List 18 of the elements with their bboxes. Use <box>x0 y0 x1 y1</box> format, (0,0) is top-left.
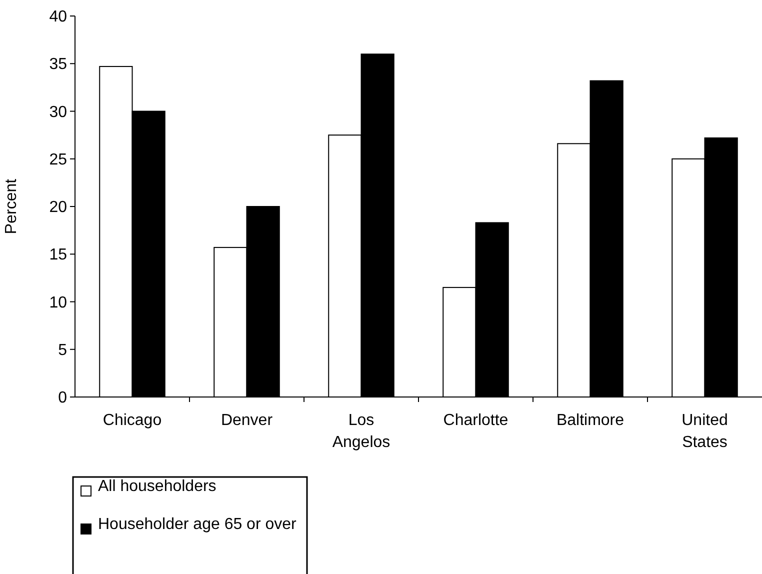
y-tick-label: 30 <box>49 104 68 121</box>
y-tick-label: 35 <box>49 56 68 74</box>
x-tick-label: Baltimore <box>556 412 624 429</box>
y-axis-title: Percent <box>3 178 20 234</box>
legend-label: All householders <box>98 478 216 495</box>
y-tick-label: 20 <box>49 199 68 216</box>
x-tick-label: Los Angelos <box>332 412 390 451</box>
x-tick-label: Denver <box>220 412 274 429</box>
legend-label: Householder age 65 or over <box>98 516 298 533</box>
y-tick-label: 25 <box>49 151 68 168</box>
y-tick-label: 5 <box>58 342 68 359</box>
y-tick-label: 40 <box>49 8 68 26</box>
x-tick-label: United States <box>682 412 728 451</box>
x-tick-label: Charlotte <box>443 412 508 429</box>
y-tick-label: 15 <box>49 246 68 264</box>
y-tick-label: 10 <box>49 294 68 312</box>
y-tick-label: 0 <box>58 390 68 407</box>
x-tick-label: Chicago <box>102 412 162 429</box>
